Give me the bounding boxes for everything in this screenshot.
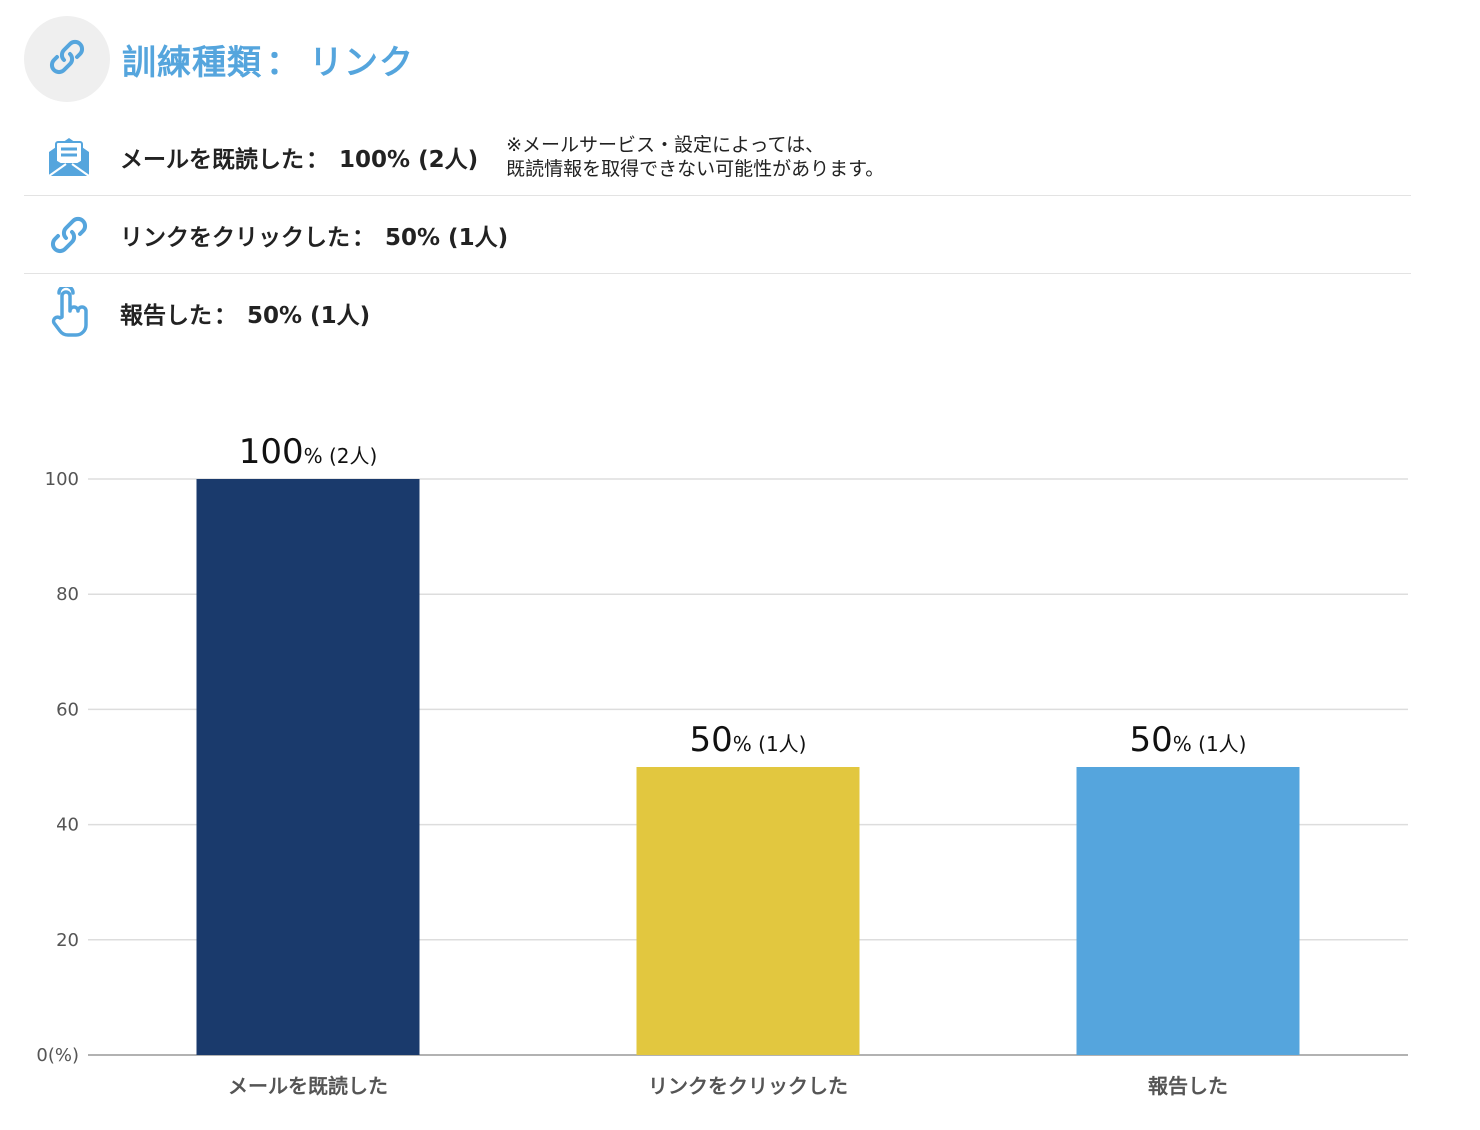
stat-row-report: 報告した： 50% (1人) xyxy=(24,274,1411,352)
stat-report-value: 50% (1人) xyxy=(247,303,371,329)
bar-value-label: 100% (2人) xyxy=(239,432,378,472)
y-tick-label: 60 xyxy=(56,699,79,720)
stat-click-separator: ： xyxy=(352,224,375,251)
title-value: リンク xyxy=(309,42,414,83)
page-title: 訓練種類 ： リンク xyxy=(122,35,414,84)
stat-report-text: 報告した： 50% (1人) xyxy=(120,296,370,330)
pointer-hand-icon xyxy=(44,287,94,338)
stat-click-text: リンクをクリックした： 50% (1人) xyxy=(120,218,508,252)
open-mail-icon xyxy=(44,132,94,182)
stat-row-click: リンクをクリックした： 50% (1人) xyxy=(24,196,1411,274)
header-icon-badge xyxy=(24,16,110,102)
y-tick-label: 0(%) xyxy=(36,1045,79,1066)
stats-list: メールを既読した： 100% (2人) ※メールサービス・設定によっては、 既読情… xyxy=(24,118,1411,352)
title-label: 訓練種類 xyxy=(122,42,262,83)
y-tick-label: 20 xyxy=(56,930,79,951)
note-line-1: ※メールサービス・設定によっては、 xyxy=(506,133,825,156)
y-tick-label: 80 xyxy=(56,584,79,605)
note-line-2: 既読情報を取得できない可能性があります。 xyxy=(506,157,885,180)
stat-report-separator: ： xyxy=(214,303,237,329)
stat-report-label: 報告した xyxy=(120,303,212,329)
stat-read-text: メールを既読した： 100% (2人) xyxy=(120,140,478,174)
link-icon xyxy=(45,35,89,83)
x-category-label: リンクをクリックした xyxy=(648,1074,848,1098)
bar-value-label: 50% (1人) xyxy=(690,720,807,760)
x-category-label: 報告した xyxy=(1148,1074,1228,1098)
title-separator: ： xyxy=(266,42,301,83)
stat-read-label: メールを既読した xyxy=(120,146,304,173)
y-tick-label: 40 xyxy=(56,815,79,836)
bar-1 xyxy=(196,479,420,1055)
bar-3 xyxy=(1076,767,1300,1055)
stat-click-label: リンクをクリックした xyxy=(120,224,350,251)
stat-row-read: メールを既読した： 100% (2人) ※メールサービス・設定によっては、 既読情… xyxy=(24,118,1411,196)
read-disclaimer-note: ※メールサービス・設定によっては、 既読情報を取得できない可能性があります。 xyxy=(506,133,884,181)
stat-read-value: 100% (2人) xyxy=(339,146,479,173)
training-type-header: 訓練種類 ： リンク xyxy=(24,16,414,102)
link-icon xyxy=(44,210,94,260)
stat-read-separator: ： xyxy=(306,146,329,173)
bar-value-label: 50% (1人) xyxy=(1130,720,1247,760)
bar-2 xyxy=(636,767,860,1055)
stat-click-value: 50% (1人) xyxy=(385,224,509,251)
y-tick-label: 100 xyxy=(45,469,79,490)
x-category-label: メールを既読した xyxy=(228,1074,388,1098)
